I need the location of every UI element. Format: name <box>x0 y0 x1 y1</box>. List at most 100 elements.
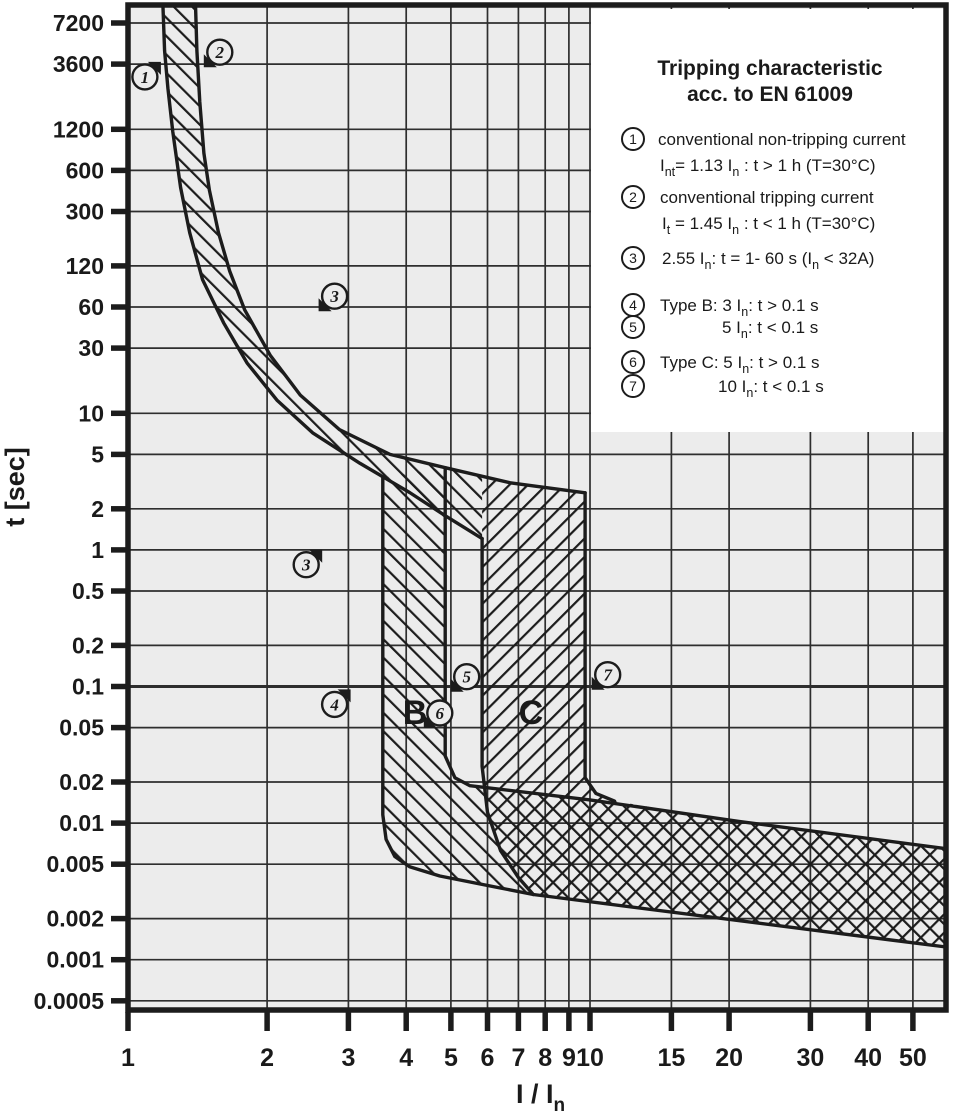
x-tick-label: 2 <box>260 1044 274 1072</box>
x-tick-label: 30 <box>796 1044 824 1072</box>
marker-4: 4 <box>320 689 351 719</box>
y-tick-label: 0.001 <box>46 947 104 973</box>
legend: Tripping characteristic acc. to EN 61009… <box>621 57 906 400</box>
marker-1: 1 <box>131 61 161 91</box>
x-axis-title: I / In <box>516 1079 565 1116</box>
legend-item-text: 5 In: t < 0.1 s <box>722 318 818 341</box>
x-tick-label: 4 <box>399 1044 413 1072</box>
legend-item-text: Int= 1.13 In : t > 1 h (T=30°C) <box>660 156 876 179</box>
marker-number: 6 <box>436 704 445 723</box>
y-tick-label: 0.02 <box>59 769 104 795</box>
marker-number: 4 <box>329 695 339 714</box>
y-tick-label: 1200 <box>53 116 104 142</box>
y-tick-label: 30 <box>78 335 104 361</box>
legend-circled-number-icon <box>621 246 645 270</box>
y-tick-label: 7200 <box>53 10 104 36</box>
marker-3: 3 <box>292 549 323 579</box>
marker-number: 3 <box>301 556 311 575</box>
tripping-curve <box>193 3 587 495</box>
legend-panel-background <box>591 9 945 432</box>
legend-circled-number-icon <box>621 315 645 339</box>
y-tick-label: 300 <box>66 199 104 225</box>
legend-item-7: 7 10 In: t < 0.1 s <box>621 374 824 400</box>
y-tick-label: 0.5 <box>72 578 104 604</box>
legend-item-2: 2 conventional tripping current It = 1.45 … <box>621 185 875 237</box>
legend-panel <box>591 9 945 432</box>
marker-circle-icon <box>292 551 320 579</box>
x-tick-label: 5 <box>444 1044 458 1072</box>
legend-circled-number-icon <box>621 185 645 209</box>
marker-6: 6 <box>423 699 454 728</box>
marker-flag-icon <box>203 54 217 68</box>
thermal-band-region <box>162 4 483 539</box>
legend-item-5: 5 5 In: t < 0.1 s <box>621 315 818 341</box>
plot-border <box>125 2 949 1013</box>
y-tick-label: 10 <box>78 400 104 426</box>
legend-item-number: 4 <box>629 297 637 313</box>
type-c-upper-boundary <box>583 491 617 803</box>
legend-item-number: 7 <box>629 378 637 394</box>
y-tick-label: 5 <box>91 441 104 467</box>
legend-item-1: 1 conventional non-tripping current Int= 1… <box>621 127 906 179</box>
hatched-tolerance-bands <box>162 4 947 947</box>
legend-item-number: 6 <box>629 354 637 370</box>
legend-circled-number-icon <box>621 374 645 398</box>
marker-circle-icon <box>426 699 454 727</box>
marker-circle-icon <box>320 690 349 719</box>
marker-circle-icon <box>320 282 349 310</box>
marker-number: 7 <box>603 666 613 685</box>
x-tick-label: 10 <box>576 1044 604 1072</box>
x-tick-label: 20 <box>715 1044 743 1072</box>
x-tick-label: 8 <box>538 1044 552 1072</box>
y-tick-label: 0.2 <box>72 632 104 658</box>
marker-circle-icon <box>453 663 481 691</box>
non-tripping-curve <box>161 3 484 541</box>
x-tick-label: 6 <box>481 1044 495 1072</box>
legend-item-4: 4 Type B: 3 In: t > 0.1 s <box>621 293 819 319</box>
legend-circled-number-icon <box>621 127 645 151</box>
y-tick-label: 0.002 <box>46 906 104 932</box>
x-tick-label: 3 <box>341 1044 355 1072</box>
marker-number: 5 <box>462 668 471 687</box>
marker-circle-icon <box>594 661 622 689</box>
band-letter-B: B <box>403 694 428 732</box>
y-tick-label: 60 <box>78 294 104 320</box>
type-b-upper-boundary <box>443 466 948 851</box>
marker-number: 2 <box>215 43 225 62</box>
legend-item-text: conventional tripping current <box>660 188 874 207</box>
y-tick-label: 0.1 <box>72 674 104 700</box>
type-c-band-region <box>482 475 947 947</box>
y-tick-label: 0.01 <box>59 810 104 836</box>
legend-item-text: It = 1.45 In : t < 1 h (T=30°C) <box>662 214 875 237</box>
legend-title-line1: Tripping characteristic <box>657 57 883 80</box>
marker-number: 3 <box>329 287 339 306</box>
legend-item-text: 10 In: t < 0.1 s <box>718 377 824 400</box>
y-tick-label: 0.0005 <box>34 988 105 1014</box>
legend-title-line2: acc. to EN 61009 <box>687 83 853 106</box>
x-tick-label: 40 <box>854 1044 882 1072</box>
type-b-lower-boundary <box>381 475 948 949</box>
type-c-lower-boundary <box>480 536 535 897</box>
x-tick-label: 1 <box>121 1044 135 1072</box>
legend-item-number: 2 <box>629 189 637 205</box>
legend-item-number: 1 <box>629 131 637 147</box>
y-tick-label: 120 <box>66 253 104 279</box>
y-tick-label: 0.05 <box>59 715 104 741</box>
x-tick-label: 9 <box>562 1044 576 1072</box>
legend-item-number: 5 <box>629 319 637 335</box>
marker-circle-icon <box>131 63 159 91</box>
x-tick-label: 7 <box>511 1044 525 1072</box>
legend-item-6: 6 Type C: 5 In: t > 0.1 s <box>621 350 820 376</box>
y-tick-label: 600 <box>66 157 104 183</box>
curve-markers: 1 2 3 3 4 56 7 B C <box>131 38 622 732</box>
y-tick-label: 0.005 <box>46 851 104 877</box>
marker-5: 5 <box>450 663 481 692</box>
marker-circle-icon <box>206 38 234 66</box>
marker-3: 3 <box>318 282 349 312</box>
y-tick-label: 2 <box>91 496 104 522</box>
marker-number: 1 <box>141 68 150 87</box>
y-axis-title: t [sec] <box>0 447 30 527</box>
